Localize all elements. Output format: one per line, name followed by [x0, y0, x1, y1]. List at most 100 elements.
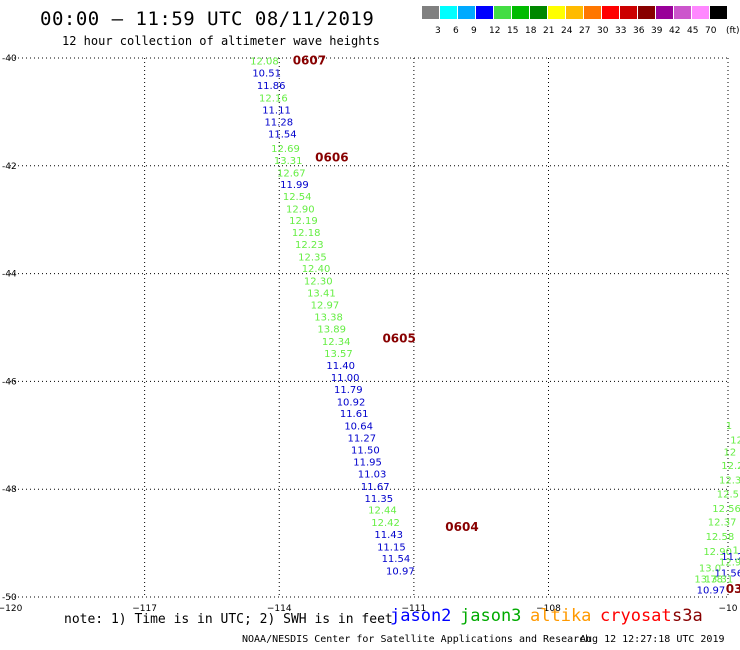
- wave-height-label: 12.08: [250, 57, 279, 68]
- legend-swatch: [584, 6, 601, 19]
- footer-timestamp: Aug 12 12:27:18 UTC 2019: [580, 634, 725, 645]
- wave-height-label: 12.58: [706, 532, 735, 543]
- wave-height-label: 12.97: [311, 300, 340, 311]
- legend-swatch: [458, 6, 475, 19]
- wave-height-label: 11.15: [377, 542, 406, 553]
- wave-height-label: 12.90: [703, 547, 732, 558]
- legend-swatch: [692, 6, 709, 19]
- legend-swatch: [710, 6, 727, 19]
- satellite-label: jason3: [460, 606, 522, 626]
- legend-swatch: [656, 6, 673, 19]
- wave-height-label: 12.67: [277, 168, 306, 179]
- wave-height-label: 12.34: [322, 337, 351, 348]
- legend-label: 9: [471, 26, 477, 36]
- wave-height-label: 13.0: [699, 563, 721, 574]
- x-tick-label: −120: [0, 604, 23, 614]
- legend-label: 12: [489, 26, 501, 36]
- legend-label: 15: [507, 26, 519, 36]
- y-tick-label: -48: [2, 485, 17, 495]
- x-tick-label: −111: [402, 604, 427, 614]
- wave-height-label: 12: [724, 447, 737, 458]
- y-tick-label: -50: [2, 593, 17, 603]
- wave-height-label: 11.35: [365, 494, 394, 505]
- wave-height-label: 11.03: [358, 470, 387, 481]
- wave-height-label: 12.90: [286, 204, 315, 215]
- satellite-label: jason2: [390, 606, 452, 626]
- wave-height-label: 12.35: [298, 252, 327, 263]
- wave-height-label: 1: [726, 421, 732, 432]
- legend-swatch: [494, 6, 511, 19]
- legend-swatch: [422, 6, 439, 19]
- x-tick-label: −114: [267, 604, 292, 614]
- wave-height-label: 12: [730, 436, 740, 447]
- y-tick-label: -42: [2, 162, 17, 172]
- wave-height-label: 13.78: [694, 575, 723, 586]
- wave-height-label: 12.56: [712, 504, 740, 515]
- legend-units: (ft): [726, 26, 740, 36]
- wave-height-label: 11.86: [257, 81, 286, 92]
- wave-height-label: 11.54: [382, 554, 411, 565]
- legend-label: 6: [453, 26, 459, 36]
- footer-credit: NOAA/NESDIS Center for Satellite Applica…: [242, 634, 592, 645]
- wave-height-label: 13.41: [307, 288, 336, 299]
- wave-height-label: 11.43: [374, 530, 403, 541]
- wave-height-label: 11.99: [280, 180, 309, 191]
- wave-height-label: 12.9: [719, 557, 740, 568]
- legend-swatch: [476, 6, 493, 19]
- wave-height-label: 11.95: [353, 458, 382, 469]
- x-tick-label: −117: [132, 604, 157, 614]
- legend-label: 18: [525, 26, 537, 36]
- legend-swatch: [674, 6, 691, 19]
- wave-height-label: 10.97: [386, 567, 415, 578]
- wave-height-label: 1: [732, 546, 738, 557]
- wave-height-label: 11.2: [721, 552, 740, 563]
- legend-label: 24: [561, 26, 573, 36]
- wave-height-label: 12.23: [295, 240, 324, 251]
- legend-swatch: [548, 6, 565, 19]
- wave-height-label: 13.31: [705, 575, 734, 586]
- legend-swatch: [620, 6, 637, 19]
- wave-height-label: 12.16: [259, 93, 288, 104]
- legend-label: 27: [579, 26, 591, 36]
- legend-label: 3: [435, 26, 441, 36]
- legend-swatch: [530, 6, 547, 19]
- x-tick-label: −108: [536, 604, 561, 614]
- wave-height-label: 11.27: [347, 433, 376, 444]
- legend-label: 42: [669, 26, 681, 36]
- legend-label: 21: [543, 26, 555, 36]
- wave-height-label: 11.56: [715, 569, 740, 580]
- legend-label: 39: [651, 26, 663, 36]
- wave-height-label: 12.18: [292, 228, 321, 239]
- page-subtitle: 12 hour collection of altimeter wave hei…: [62, 34, 380, 48]
- wave-height-label: 12.2: [721, 461, 740, 472]
- page-title: 00:00 – 11:59 UTC 08/11/2019: [40, 8, 375, 30]
- wave-height-label: 11.11: [262, 106, 291, 117]
- time-label: 0607: [293, 54, 326, 68]
- wave-height-label: 12.19: [289, 216, 318, 227]
- time-label: 0606: [315, 151, 348, 165]
- wave-height-label: 10.92: [337, 397, 366, 408]
- wave-height-label: 11.79: [334, 385, 363, 396]
- wave-height-label: 12.3: [719, 475, 740, 486]
- wave-height-label: 12.40: [302, 264, 331, 275]
- wave-height-label: 12.42: [371, 518, 400, 529]
- y-tick-label: -40: [2, 54, 17, 64]
- legend-label: 33: [615, 26, 627, 36]
- wave-height-label: 11.28: [264, 118, 293, 129]
- wave-height-label: 12.37: [708, 518, 737, 529]
- legend-swatch: [566, 6, 583, 19]
- wave-height-label: 11.54: [268, 129, 297, 140]
- x-tick-label: −10: [719, 604, 738, 614]
- legend-label: 36: [633, 26, 645, 36]
- legend-swatch: [638, 6, 655, 19]
- wave-height-label: 10.64: [344, 422, 373, 433]
- wave-height-label: 13.31: [274, 156, 303, 167]
- wave-height-label: 13.57: [324, 349, 353, 360]
- time-label: 0604: [445, 520, 478, 534]
- satellite-label: cryosat: [600, 606, 672, 626]
- legend-swatch: [440, 6, 457, 19]
- wave-height-label: 13.89: [317, 325, 346, 336]
- footer-note: note: 1) Time is in UTC; 2) SWH is in fe…: [64, 612, 393, 627]
- wave-height-label: 11.67: [361, 482, 390, 493]
